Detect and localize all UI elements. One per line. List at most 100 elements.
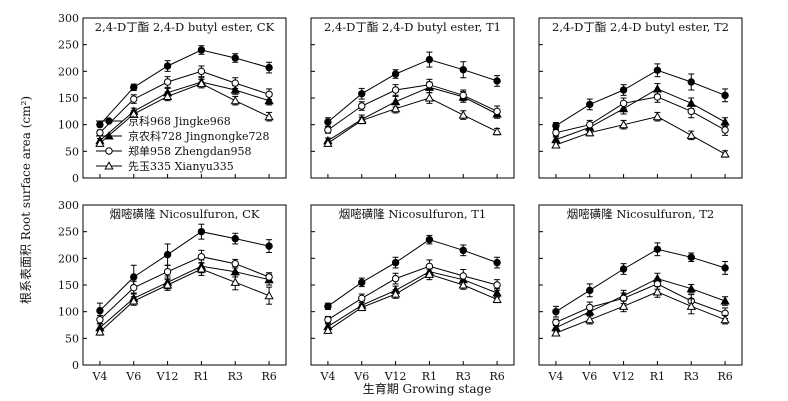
data-point <box>652 84 663 93</box>
x-tick-label: V12 <box>612 370 635 383</box>
data-point <box>586 100 594 109</box>
data-point <box>323 325 333 334</box>
data-point <box>197 46 206 54</box>
panel-title: 2,4-D丁酯 2,4-D butyl ester, CK <box>95 20 275 34</box>
chart-panel-5: 烟嘧磺隆 Nicosulfuron, T1 V4 V6 V12 R1 R3 R6 <box>310 204 515 383</box>
y-tick-label: 200 <box>58 65 79 78</box>
data-point <box>687 78 695 86</box>
data-point <box>721 126 729 134</box>
data-point <box>459 66 467 74</box>
data-point <box>231 54 239 62</box>
legend-marker <box>104 161 114 170</box>
series-4 <box>551 111 730 158</box>
series-4 <box>95 78 274 147</box>
series-3 <box>324 259 501 324</box>
data-point <box>618 301 629 310</box>
data-point <box>265 242 273 250</box>
data-point <box>390 103 401 113</box>
series-line <box>555 116 726 155</box>
plot-frame <box>310 204 515 366</box>
series-line <box>555 96 726 134</box>
series-3 <box>324 78 501 134</box>
data-point <box>493 281 501 289</box>
x-tick-label: R6 <box>717 370 732 383</box>
series-3 <box>96 65 273 137</box>
data-point <box>130 83 138 92</box>
data-point <box>686 130 696 139</box>
series-line <box>327 86 498 142</box>
series-line <box>327 97 498 144</box>
data-point <box>618 119 629 129</box>
data-point <box>459 272 467 280</box>
series-line <box>99 70 270 134</box>
x-tick-label: V12 <box>156 370 179 383</box>
data-point <box>687 107 695 116</box>
x-tick-label: V6 <box>581 370 597 383</box>
legend-entry-3: 郑单958 Zhengdan958 <box>96 144 252 158</box>
legend-label: 郑单958 Zhengdan958 <box>128 144 252 158</box>
y-tick-label: 150 <box>58 279 79 292</box>
data-point <box>130 273 138 281</box>
series-2 <box>323 265 502 331</box>
series-4 <box>95 262 274 336</box>
data-point <box>721 264 729 272</box>
data-point <box>230 277 240 286</box>
x-tick-label: V6 <box>353 370 369 383</box>
chart-panel-3: 2,4-D丁酯 2,4-D butyl ester, T2 <box>538 17 743 179</box>
panel-title: 烟嘧磺隆 Nicosulfuron, T2 <box>567 207 715 221</box>
series-line <box>327 273 498 331</box>
data-point <box>95 138 105 147</box>
data-point <box>493 107 501 116</box>
series-line <box>555 291 726 334</box>
data-point <box>265 63 273 72</box>
data-point <box>652 111 663 121</box>
data-point <box>425 55 434 64</box>
series-1 <box>96 45 273 129</box>
data-point <box>424 93 435 102</box>
x-tick-label: R6 <box>261 370 276 383</box>
data-point <box>324 302 332 311</box>
series-line <box>99 49 270 126</box>
y-tick-label: 250 <box>58 226 79 239</box>
data-point <box>163 62 172 70</box>
data-point <box>551 140 561 149</box>
data-point <box>129 296 139 305</box>
data-point <box>197 253 206 261</box>
series-line <box>327 239 498 307</box>
data-point <box>196 78 207 88</box>
series-2 <box>551 83 730 144</box>
data-point <box>197 227 206 236</box>
data-point <box>458 110 468 119</box>
data-point <box>619 86 628 94</box>
data-point <box>358 90 366 98</box>
data-point <box>459 246 467 255</box>
data-point <box>96 306 104 315</box>
panel-title: 烟嘧磺隆 Nicosulfuron, T1 <box>339 207 487 221</box>
data-point <box>585 314 595 324</box>
chart-panels: 2,4-D丁酯 2,4-D butyl ester, CK 0 50 100 150 20… <box>58 12 743 383</box>
panel-title: 2,4-D丁酯 2,4-D butyl ester, T1 <box>324 20 501 34</box>
data-point <box>391 86 400 94</box>
data-point <box>458 280 468 289</box>
series-line <box>555 69 726 127</box>
data-point <box>425 235 434 244</box>
series-line <box>99 81 270 142</box>
series-2 <box>323 81 502 145</box>
y-tick-label: 300 <box>58 199 79 212</box>
x-axis-title: 生育期 Growing stage <box>363 381 492 396</box>
data-point <box>265 90 273 98</box>
plot-frame <box>82 204 287 366</box>
data-point <box>358 278 366 287</box>
series-1 <box>96 223 273 319</box>
data-point <box>493 77 501 85</box>
data-point <box>492 126 502 136</box>
data-point <box>424 269 435 278</box>
series-2 <box>551 272 730 332</box>
data-point <box>586 120 594 129</box>
series-line <box>99 231 270 311</box>
legend-marker <box>104 131 114 140</box>
plot-frame <box>538 17 743 179</box>
legend-entry-4: 先玉335 Xianyu335 <box>96 160 234 173</box>
plot-frame <box>538 204 743 366</box>
